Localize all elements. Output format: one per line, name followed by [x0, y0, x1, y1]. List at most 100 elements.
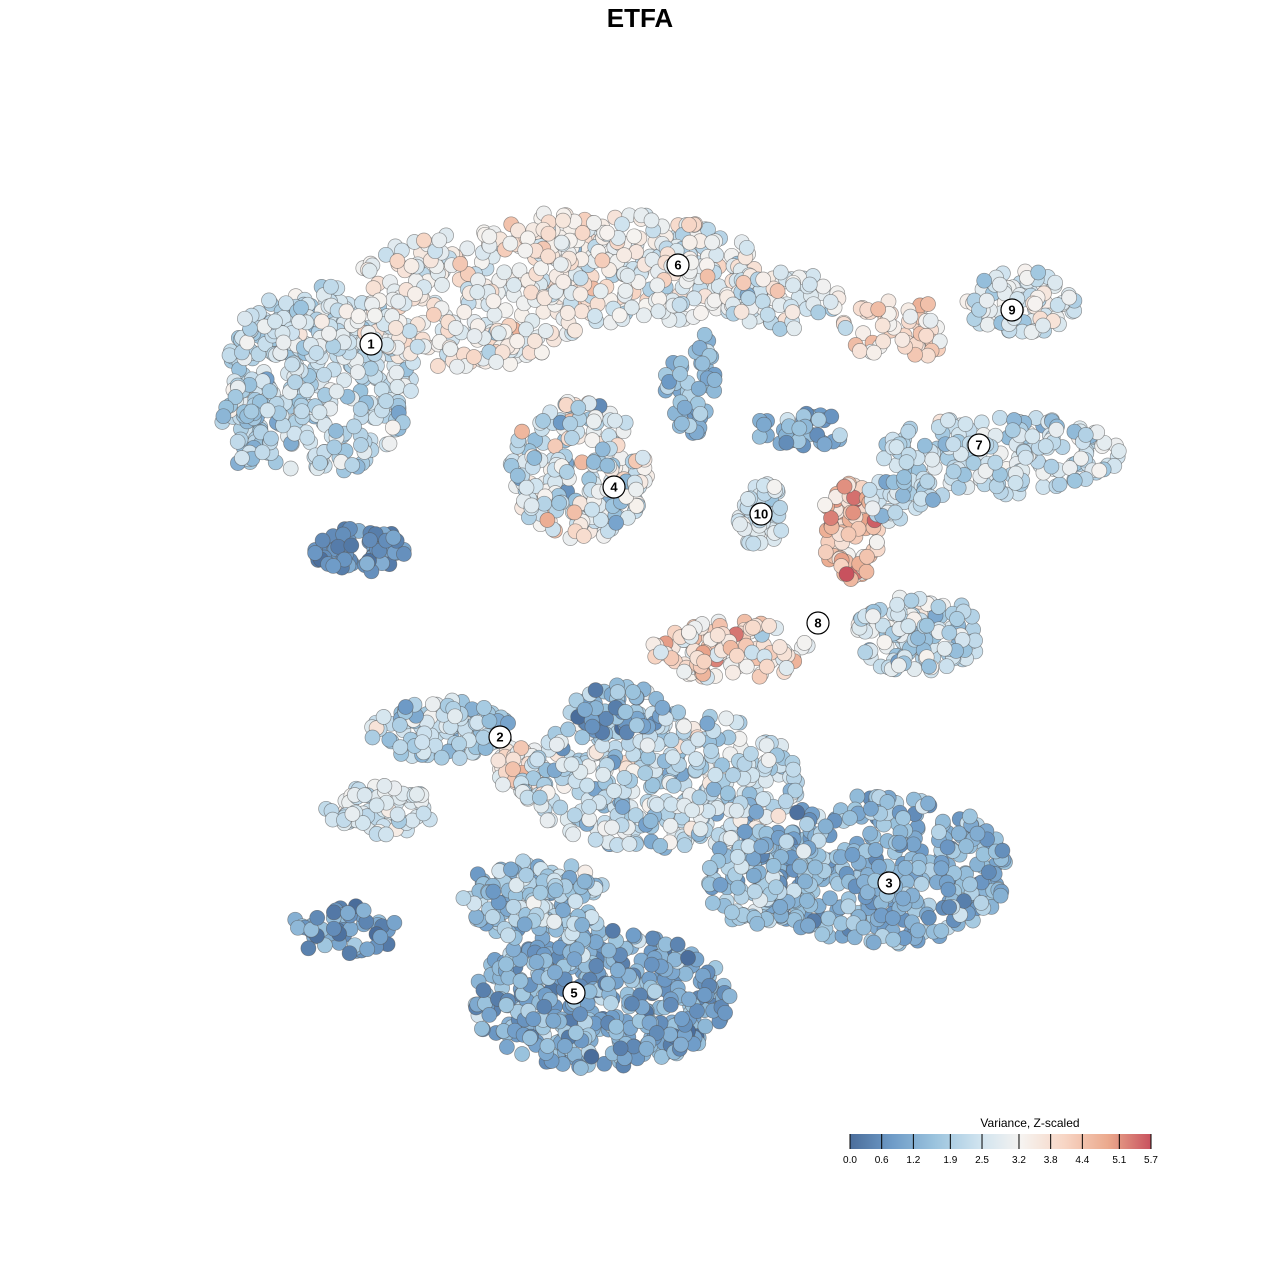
- data-point: [362, 360, 379, 377]
- data-point: [368, 797, 385, 814]
- data-point: [433, 749, 450, 766]
- data-point: [237, 310, 253, 327]
- data-point: [584, 718, 601, 735]
- data-point: [323, 278, 339, 295]
- data-point: [559, 305, 576, 321]
- data-point: [505, 899, 522, 915]
- cluster-number: 5: [570, 986, 577, 1001]
- data-point: [390, 293, 407, 310]
- data-point: [898, 454, 915, 470]
- data-point: [797, 873, 813, 890]
- data-point: [688, 751, 704, 767]
- data-point: [344, 806, 361, 822]
- data-point: [403, 258, 420, 274]
- data-point: [663, 732, 680, 748]
- data-point: [592, 512, 609, 528]
- data-point: [594, 252, 611, 269]
- data-point: [514, 1046, 530, 1062]
- data-point: [643, 956, 660, 973]
- data-point: [486, 306, 503, 323]
- data-point: [1110, 443, 1127, 459]
- cluster-label-5: 5: [562, 981, 586, 1005]
- data-point: [681, 216, 697, 233]
- data-point: [941, 899, 958, 916]
- data-point: [933, 922, 950, 939]
- data-point: [570, 399, 587, 416]
- cluster-label-4: 4: [602, 475, 626, 499]
- data-point: [768, 879, 784, 896]
- data-point: [693, 305, 709, 321]
- data-point: [704, 895, 721, 911]
- data-point: [459, 240, 476, 257]
- data-point: [387, 320, 404, 336]
- data-point: [791, 858, 808, 875]
- data-point: [681, 991, 697, 1008]
- data-point: [533, 260, 549, 277]
- data-point: [973, 895, 990, 911]
- data-point: [416, 232, 432, 249]
- data-point: [535, 413, 551, 429]
- data-point: [409, 338, 426, 355]
- data-point: [546, 913, 563, 930]
- data-point: [609, 684, 626, 700]
- data-point: [275, 334, 292, 351]
- data-point: [540, 248, 556, 265]
- data-point: [261, 292, 277, 309]
- data-point: [729, 647, 745, 664]
- data-point: [526, 450, 543, 466]
- data-point: [539, 812, 556, 829]
- data-point: [642, 813, 659, 829]
- data-point: [536, 998, 553, 1015]
- data-point: [858, 563, 875, 580]
- data-point: [574, 225, 591, 241]
- data-point: [511, 262, 528, 279]
- data-point: [918, 327, 935, 344]
- data-point: [349, 364, 366, 381]
- chart-title: ETFA: [607, 3, 674, 33]
- data-point: [665, 777, 682, 794]
- data-point: [506, 277, 522, 293]
- data-point: [930, 599, 947, 615]
- data-point: [581, 798, 597, 815]
- data-point: [704, 234, 720, 251]
- data-point: [910, 860, 927, 876]
- cluster-label-9: 9: [1000, 298, 1024, 322]
- data-point: [724, 904, 740, 921]
- data-point: [786, 320, 802, 337]
- data-point: [425, 306, 442, 323]
- cluster-number: 10: [754, 507, 768, 522]
- data-point: [887, 504, 904, 521]
- data-point: [922, 312, 939, 329]
- data-point: [852, 343, 868, 359]
- data-point: [451, 750, 468, 766]
- data-point: [737, 823, 753, 840]
- data-point: [449, 358, 465, 375]
- data-point: [595, 766, 612, 783]
- cluster-label-2: 2: [488, 725, 512, 749]
- data-point: [897, 860, 914, 876]
- data-point: [376, 778, 393, 794]
- data-point: [680, 950, 696, 966]
- data-point: [568, 1024, 584, 1041]
- data-point: [778, 793, 794, 810]
- data-point: [939, 839, 956, 856]
- data-point: [533, 344, 550, 361]
- data-point: [294, 403, 310, 420]
- data-point: [562, 415, 578, 432]
- data-point: [375, 709, 392, 725]
- data-point: [637, 765, 654, 781]
- data-point: [1047, 274, 1063, 291]
- data-point: [299, 382, 315, 399]
- data-point: [623, 299, 640, 316]
- data-point: [1073, 450, 1089, 467]
- data-point: [674, 1011, 690, 1027]
- data-point: [712, 876, 729, 893]
- data-point: [837, 320, 854, 336]
- data-point: [1077, 427, 1094, 443]
- data-point: [692, 821, 709, 837]
- data-point: [857, 644, 874, 661]
- data-point: [290, 919, 306, 936]
- data-point: [902, 308, 919, 325]
- data-point: [745, 535, 762, 552]
- legend-tick-label: 0.0: [843, 1155, 857, 1166]
